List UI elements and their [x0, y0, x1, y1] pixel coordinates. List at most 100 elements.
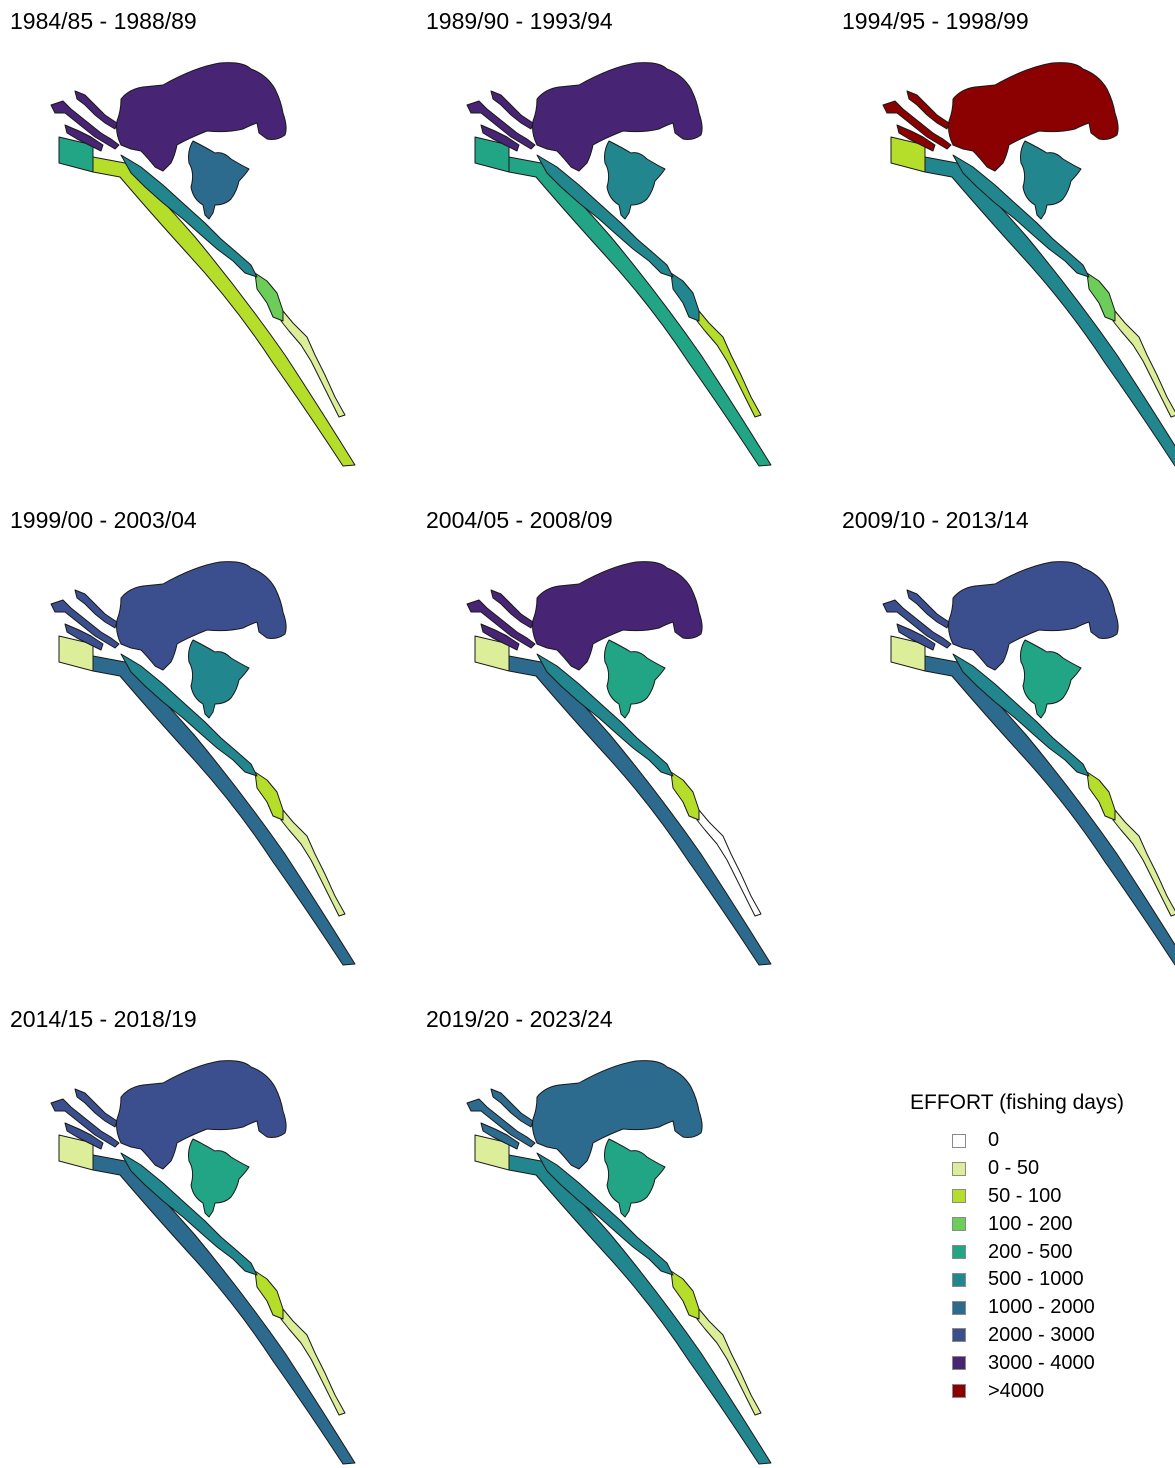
legend-swatch	[952, 1356, 966, 1371]
region-ocean-strip	[924, 655, 1175, 966]
panel-title: 2019/20 - 2023/24	[426, 1006, 613, 1032]
map-panel-1: 1984/85 - 1988/89	[10, 10, 410, 470]
legend-label: 0 - 50	[988, 1157, 1040, 1180]
legend-item: 50 - 100	[952, 1183, 1170, 1211]
panel-title: 2014/15 - 2018/19	[10, 1006, 197, 1032]
region-ocean-strip	[508, 655, 772, 966]
legend-item: 1000 - 2000	[952, 1294, 1170, 1322]
region-tributaries	[466, 90, 536, 152]
region-inner-channel-mid	[670, 272, 700, 322]
legend-item: 100 - 200	[952, 1210, 1170, 1238]
region-map	[466, 1060, 772, 1465]
legend-label: 200 - 500	[988, 1240, 1073, 1263]
region-inner-channel-south	[280, 1308, 346, 1416]
region-ocean-nw-box	[58, 136, 94, 173]
region-inner-channel-mid	[1086, 771, 1116, 821]
region-map	[50, 561, 356, 966]
region-ocean-strip	[924, 156, 1175, 467]
region-large-lake	[116, 62, 287, 172]
legend-title: EFFORT (fishing days)	[910, 1091, 1124, 1114]
region-east-lake	[1020, 140, 1082, 220]
region-inner-channel-north	[536, 154, 674, 278]
region-tributaries	[50, 90, 120, 152]
map-panel-5: 2004/05 - 2008/09	[426, 509, 826, 969]
legend-label: 50 - 100	[988, 1184, 1062, 1207]
region-ocean-nw-box	[474, 136, 510, 173]
region-east-lake	[1020, 639, 1082, 719]
region-inner-channel-south	[1112, 809, 1175, 917]
legend-swatch	[952, 1189, 966, 1204]
region-inner-channel-south	[696, 310, 762, 418]
region-tributaries	[466, 1088, 536, 1150]
region-tributaries	[882, 90, 952, 152]
region-map	[882, 561, 1175, 966]
region-inner-channel-mid	[1086, 272, 1116, 322]
legend-label: 0	[988, 1129, 1000, 1152]
legend-item: 2000 - 3000	[952, 1322, 1170, 1350]
region-ocean-nw-box	[890, 635, 926, 672]
legend-label: 3000 - 4000	[988, 1351, 1095, 1374]
region-inner-channel-mid	[254, 272, 284, 322]
legend-item: 3000 - 4000	[952, 1349, 1170, 1377]
legend-item: 500 - 1000	[952, 1266, 1170, 1294]
map-panel-6: 2009/10 - 2013/14	[842, 509, 1175, 969]
region-tributaries	[882, 589, 952, 651]
legend-label: 2000 - 3000	[988, 1323, 1095, 1346]
region-large-lake	[532, 62, 703, 172]
map-panel-7: 2014/15 - 2018/19	[10, 1008, 410, 1468]
region-map	[466, 62, 772, 467]
region-large-lake	[116, 1060, 287, 1170]
region-inner-channel-mid	[254, 1270, 284, 1320]
region-inner-channel-north	[952, 653, 1090, 777]
region-ocean-strip	[508, 156, 772, 467]
region-map	[50, 62, 356, 467]
region-tributaries	[50, 589, 120, 651]
region-inner-channel-north	[120, 154, 258, 278]
map-panel-4: 1999/00 - 2003/04	[10, 509, 410, 969]
legend-swatch	[952, 1217, 966, 1232]
legend-swatch	[952, 1245, 966, 1260]
legend-swatch	[952, 1384, 966, 1399]
region-ocean-nw-box	[58, 635, 94, 672]
region-inner-channel-north	[536, 1152, 674, 1276]
region-ocean-nw-box	[474, 635, 510, 672]
legend: EFFORT (fishing days) 0 0 - 50 50 - 100 100…	[910, 1092, 1170, 1405]
legend-item: 200 - 500	[952, 1238, 1170, 1266]
region-tributaries	[50, 1088, 120, 1150]
region-inner-channel-north	[120, 1152, 258, 1276]
legend-label: 500 - 1000	[988, 1268, 1084, 1291]
region-inner-channel-south	[1112, 310, 1175, 418]
region-inner-channel-south	[280, 809, 346, 917]
region-large-lake	[532, 1060, 703, 1170]
region-inner-channel-north	[536, 653, 674, 777]
legend-swatch	[952, 1133, 966, 1148]
panel-title: 1994/95 - 1998/99	[842, 8, 1029, 34]
legend-item: 0 - 50	[952, 1155, 1170, 1183]
legend-label: >4000	[988, 1379, 1045, 1402]
legend-item: 0	[952, 1127, 1170, 1155]
region-map	[466, 561, 772, 966]
region-inner-channel-south	[696, 1308, 762, 1416]
region-inner-channel-mid	[670, 771, 700, 821]
map-panel-3: 1994/95 - 1998/99	[842, 10, 1175, 470]
region-large-lake	[532, 561, 703, 671]
region-east-lake	[604, 140, 666, 220]
panel-title: 1999/00 - 2003/04	[10, 507, 197, 533]
region-large-lake	[948, 561, 1119, 671]
region-large-lake	[116, 561, 287, 671]
region-inner-channel-north	[120, 653, 258, 777]
region-ocean-strip	[92, 655, 356, 966]
region-large-lake	[948, 62, 1119, 172]
region-inner-channel-mid	[254, 771, 284, 821]
legend-swatch	[952, 1328, 966, 1343]
legend-label: 1000 - 2000	[988, 1296, 1095, 1319]
region-inner-channel-south	[696, 809, 762, 917]
region-inner-channel-north	[952, 154, 1090, 278]
region-east-lake	[188, 1138, 250, 1218]
region-east-lake	[604, 639, 666, 719]
region-east-lake	[188, 140, 250, 220]
region-inner-channel-south	[280, 310, 346, 418]
region-east-lake	[604, 1138, 666, 1218]
panel-title: 1989/90 - 1993/94	[426, 8, 613, 34]
region-map	[882, 62, 1175, 467]
